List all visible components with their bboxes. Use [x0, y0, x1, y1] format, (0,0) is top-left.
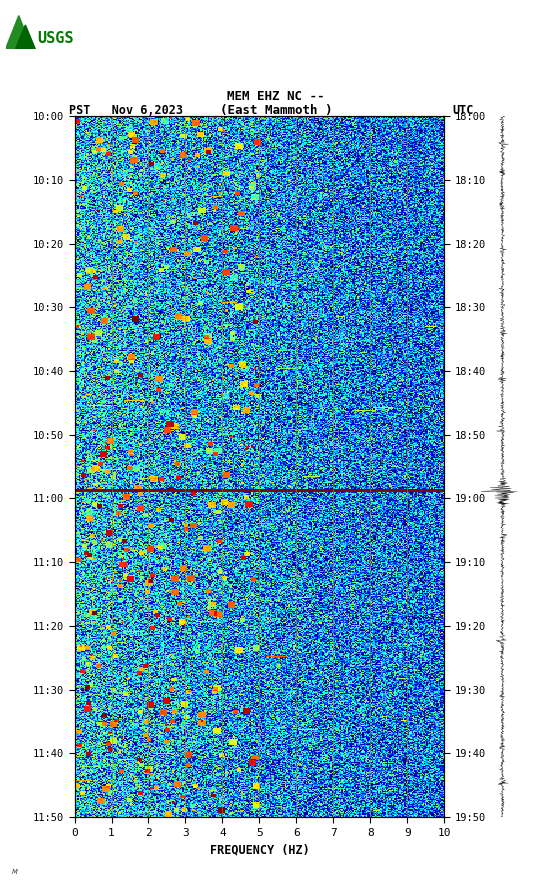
Text: UTC: UTC: [453, 104, 474, 117]
Polygon shape: [15, 25, 35, 49]
Polygon shape: [6, 16, 32, 49]
Text: (East Mammoth ): (East Mammoth ): [220, 104, 332, 117]
Text: $_M$: $_M$: [11, 867, 19, 877]
Text: USGS: USGS: [38, 31, 74, 46]
Text: MEM EHZ NC --: MEM EHZ NC --: [227, 90, 325, 103]
Text: PST   Nov 6,2023: PST Nov 6,2023: [69, 104, 183, 117]
X-axis label: FREQUENCY (HZ): FREQUENCY (HZ): [210, 843, 309, 856]
